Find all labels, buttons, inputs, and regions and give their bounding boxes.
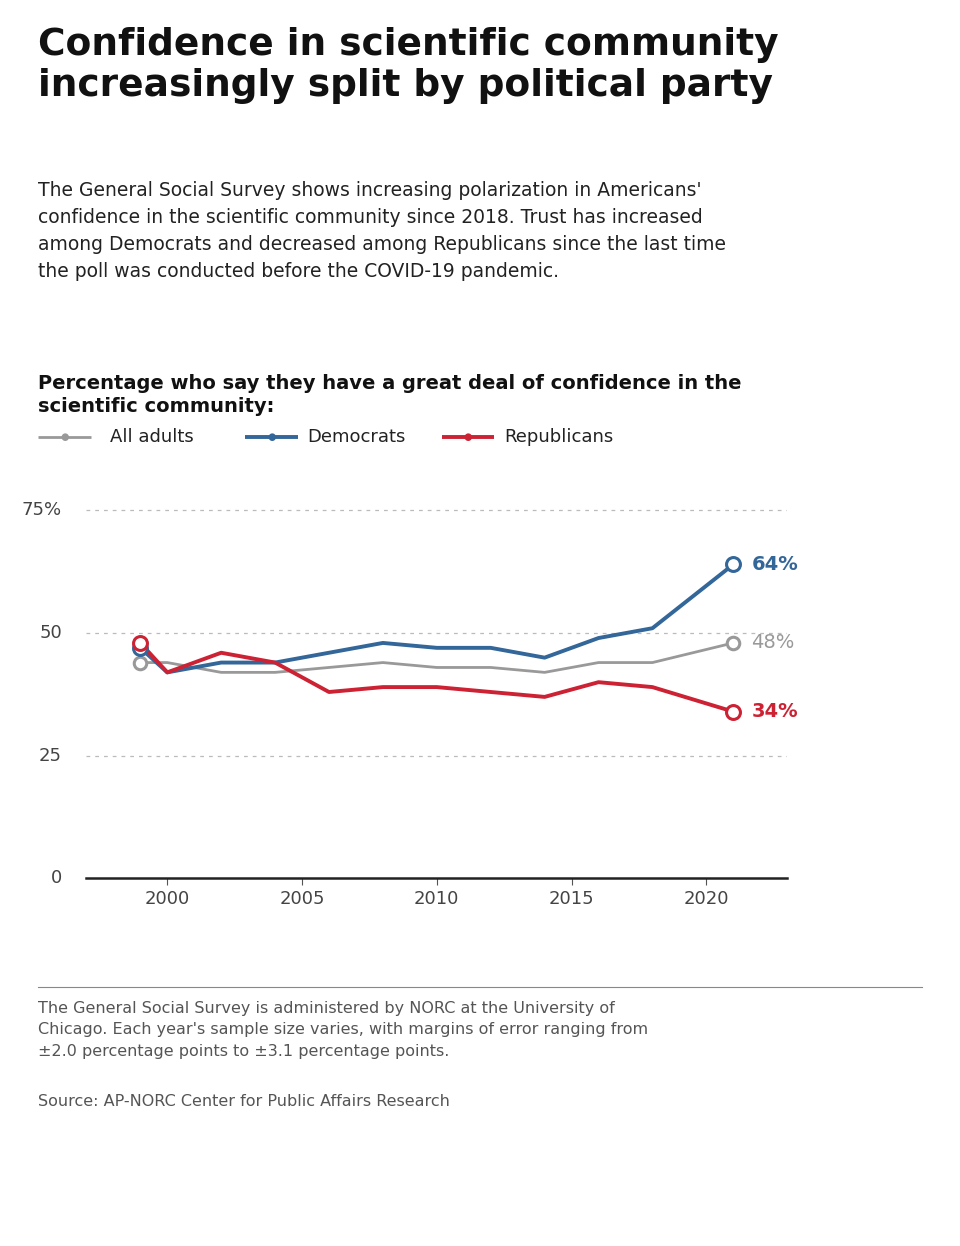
Text: Democrats: Democrats	[307, 429, 405, 446]
Text: 34%: 34%	[752, 703, 798, 721]
Text: The General Social Survey is administered by NORC at the University of
Chicago. : The General Social Survey is administere…	[38, 1001, 649, 1059]
Text: ●: ●	[464, 432, 472, 442]
Text: 50: 50	[39, 624, 61, 642]
Text: 64%: 64%	[752, 554, 798, 574]
Text: 0: 0	[51, 870, 61, 887]
Text: Source: AP-NORC Center for Public Affairs Research: Source: AP-NORC Center for Public Affair…	[38, 1094, 450, 1109]
Text: Percentage who say they have a great deal of confidence in the
scientific commun: Percentage who say they have a great dea…	[38, 374, 742, 416]
Text: ●: ●	[60, 432, 69, 442]
Text: 75%: 75%	[22, 501, 61, 520]
Text: Republicans: Republicans	[504, 429, 613, 446]
Text: 48%: 48%	[752, 633, 795, 653]
Text: 25: 25	[38, 746, 61, 765]
Text: All adults: All adults	[110, 429, 194, 446]
Text: Confidence in scientific community
increasingly split by political party: Confidence in scientific community incre…	[38, 27, 779, 103]
Text: AP: AP	[858, 1145, 894, 1170]
Text: ●: ●	[267, 432, 276, 442]
Text: The General Social Survey shows increasing polarization in Americans'
confidence: The General Social Survey shows increasi…	[38, 181, 727, 282]
